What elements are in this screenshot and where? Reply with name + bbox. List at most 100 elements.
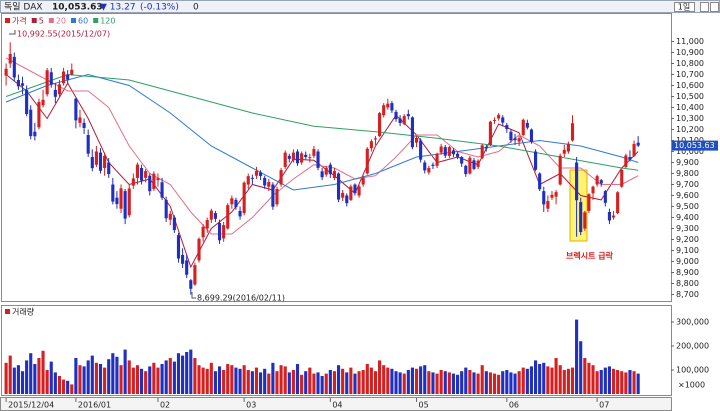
volume-bar xyxy=(324,373,328,394)
volume-bar xyxy=(279,365,283,394)
volume-bar xyxy=(336,365,341,394)
volume-bar xyxy=(365,364,369,394)
candle-body xyxy=(468,157,472,174)
volume-bar xyxy=(41,350,45,394)
candle-body xyxy=(308,157,312,159)
candle-body xyxy=(160,182,164,198)
volume-bar xyxy=(33,364,37,394)
candle-body xyxy=(402,116,406,124)
y-tick-label: 10,900 xyxy=(676,48,704,57)
candle-body xyxy=(345,195,349,204)
candle-body xyxy=(484,147,488,149)
x-tick-label: 06 xyxy=(509,401,519,410)
volume-bar xyxy=(529,366,534,394)
volume-bar xyxy=(607,366,611,394)
legend-label: 60 xyxy=(78,17,88,26)
volume-bar xyxy=(542,362,546,394)
y-tick-label: 11,000 xyxy=(676,37,704,46)
volume-unit: ×1000 xyxy=(678,381,705,390)
candle-body xyxy=(599,180,603,184)
volume-bar xyxy=(611,368,616,394)
candle-body xyxy=(53,89,57,97)
candle-body xyxy=(254,170,259,176)
candle-body xyxy=(217,223,222,241)
volume-bar xyxy=(394,371,398,394)
period[interactable]: 1일 xyxy=(678,3,690,12)
annotation: 브렉시트 급락 xyxy=(566,251,614,261)
volume-bar xyxy=(45,370,49,394)
volume-bar xyxy=(468,370,472,394)
candle-body xyxy=(607,212,611,221)
volume-bar xyxy=(332,371,337,394)
candle-body xyxy=(168,213,172,220)
candle-body xyxy=(86,135,90,154)
y-tick-label: 10,300 xyxy=(676,114,704,123)
candle-body xyxy=(78,117,82,123)
y-tick-label: 8,800 xyxy=(676,279,699,288)
candle-body xyxy=(439,146,443,153)
y-tick-label: 10,200 xyxy=(676,125,704,134)
volume-bar xyxy=(484,371,488,394)
period-button[interactable] xyxy=(674,2,695,12)
volume-bar xyxy=(345,372,349,394)
candle-body xyxy=(472,160,476,169)
volume-bar xyxy=(427,371,431,394)
candle-body xyxy=(226,205,230,229)
candle-body xyxy=(423,162,427,171)
volume-bar xyxy=(554,358,558,394)
volume-bar xyxy=(451,373,456,394)
volume-bar xyxy=(476,373,480,394)
candle-body xyxy=(250,177,254,179)
y-tick-label: 9,900 xyxy=(676,158,699,167)
candle-body xyxy=(575,162,579,201)
volume-bar xyxy=(443,371,447,394)
candle-body xyxy=(624,155,628,167)
candle-body xyxy=(332,171,337,178)
candle-body xyxy=(390,103,394,111)
volume-bar xyxy=(616,370,620,394)
candle-body xyxy=(98,152,103,171)
candle-body xyxy=(316,151,320,168)
volume-legend-swatch xyxy=(5,309,10,314)
legend-label: 120 xyxy=(100,17,115,26)
candle-body xyxy=(632,143,636,156)
candle-body xyxy=(123,191,127,219)
volume-bar xyxy=(267,373,271,394)
y-tick-label: 9,700 xyxy=(676,180,699,189)
volume-bar xyxy=(53,372,57,394)
candle-body xyxy=(427,167,431,173)
volume-bar xyxy=(226,364,230,394)
candle-body xyxy=(275,188,279,205)
candle-body xyxy=(300,153,304,163)
volume-bar xyxy=(509,372,513,394)
legend-label: 5 xyxy=(39,17,44,26)
y-tick-label: 200,000 xyxy=(676,342,709,351)
volume-bar xyxy=(353,373,357,394)
close-button[interactable] xyxy=(710,2,719,12)
legend-swatch xyxy=(5,18,10,23)
volume-bar xyxy=(579,341,583,394)
volume-bar xyxy=(86,360,90,394)
change: ▼ 13.27 xyxy=(100,3,136,13)
candle-body xyxy=(636,142,640,146)
legend-swatch xyxy=(93,18,99,23)
volume-bar xyxy=(587,362,591,394)
annotation-pointer xyxy=(191,292,196,299)
volume-bar xyxy=(517,371,521,394)
volume-bar xyxy=(406,370,410,394)
candle-body xyxy=(193,265,197,285)
annotation: 8,699.29(2016/02/11) xyxy=(197,294,285,303)
candle-body xyxy=(562,149,566,154)
volume-bar xyxy=(185,352,189,394)
volume-bar xyxy=(98,364,103,394)
volume-bar xyxy=(115,356,119,394)
y-tick-label: 10,100 xyxy=(676,136,704,145)
last-price: 10,053.63 xyxy=(52,3,103,13)
menu-button[interactable] xyxy=(700,2,709,12)
candle-body xyxy=(587,194,591,211)
volume-bar xyxy=(570,367,575,394)
volume-bar xyxy=(164,360,168,394)
candle-body xyxy=(185,260,189,275)
candle-body xyxy=(82,122,86,128)
y-tick-label: 100,000 xyxy=(676,366,709,375)
